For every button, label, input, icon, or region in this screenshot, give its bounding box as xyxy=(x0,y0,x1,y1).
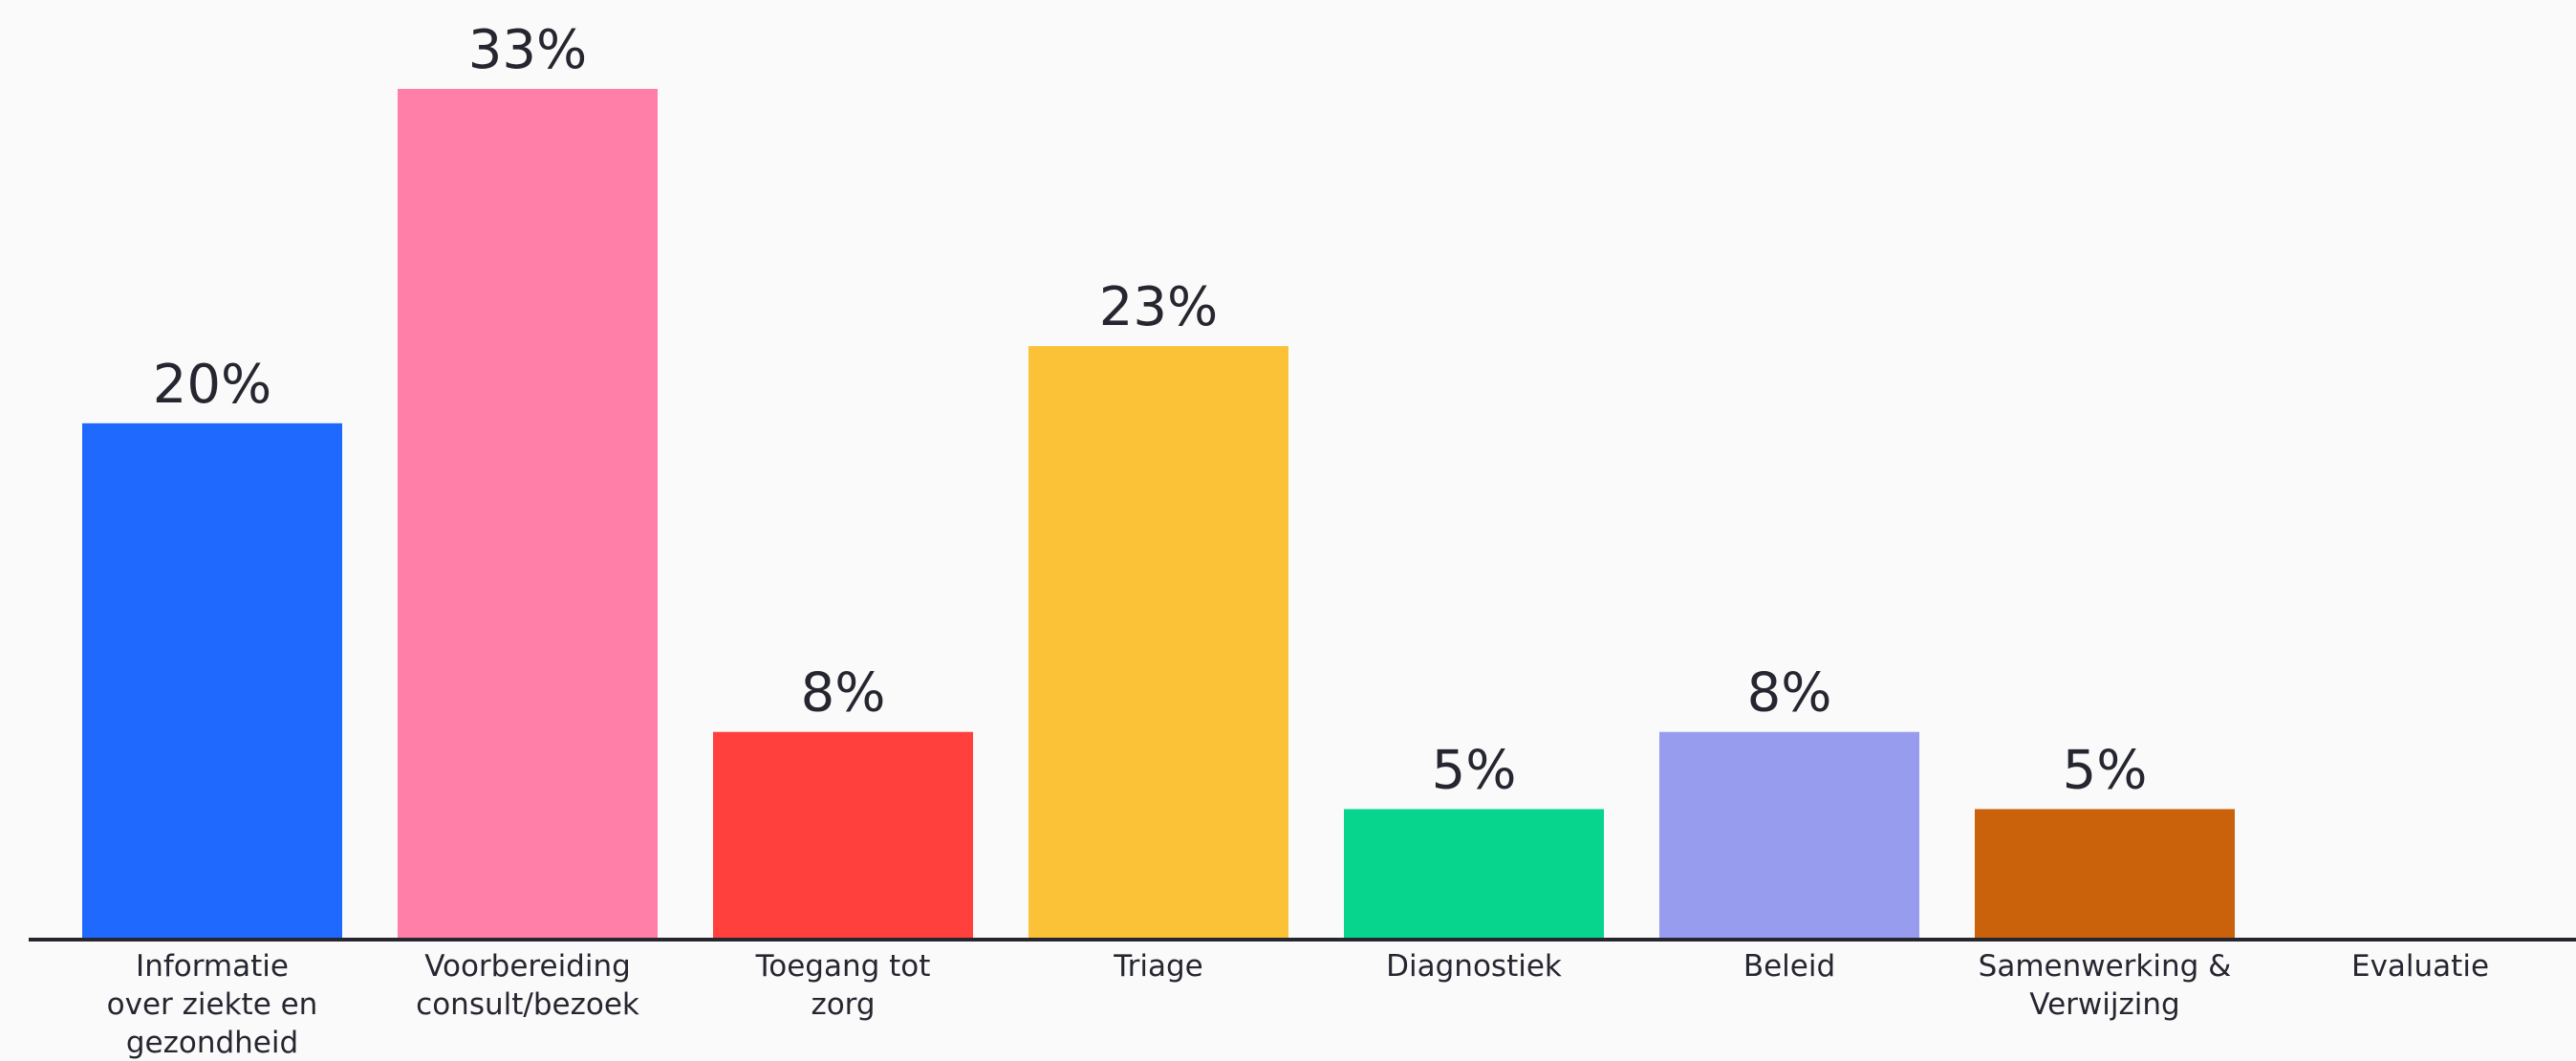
bar-0 xyxy=(82,422,342,938)
bar-6 xyxy=(1975,809,2235,938)
x-tick-label-line: Verwijzing xyxy=(2029,987,2179,1022)
bars-group xyxy=(82,89,2235,938)
value-label-2: 8% xyxy=(801,662,886,725)
x-tick-label-4: Diagnostiek xyxy=(1386,949,1562,984)
x-tick-label-5: Beleid xyxy=(1743,949,1835,984)
bar-5 xyxy=(1659,731,1919,938)
bar-2 xyxy=(713,731,973,938)
x-tick-label-0: Informatie over ziekte en gezondheid xyxy=(107,949,318,1060)
x-tick-label-line: Diagnostiek xyxy=(1386,949,1562,984)
x-tick-label-line: consult/bezoek xyxy=(416,987,639,1022)
x-tick-label-line: Samenwerking & xyxy=(1979,949,2232,984)
value-label-0: 20% xyxy=(153,354,271,416)
x-tick-label-line: Voorbereiding xyxy=(424,949,631,984)
x-tick-label-1: Voorbereiding consult/bezoek xyxy=(416,949,639,1022)
x-tick-label-line: Triage xyxy=(1113,949,1202,984)
x-tick-label-6: Samenwerking & Verwijzing xyxy=(1979,949,2232,1022)
value-label-1: 33% xyxy=(468,19,587,81)
x-tick-label-line: gezondheid xyxy=(126,1026,298,1060)
x-tick-label-line: Evaluatie xyxy=(2351,949,2489,984)
value-label-3: 23% xyxy=(1099,276,1218,338)
value-label-5: 8% xyxy=(1747,662,1832,725)
bar-4 xyxy=(1344,809,1604,938)
bar-3 xyxy=(1028,346,1288,938)
x-tick-label-7: Evaluatie xyxy=(2351,949,2489,984)
x-tick-label-line: Beleid xyxy=(1743,949,1835,984)
value-labels-group: 20% 33% 8% 23% 5% 8% 5% xyxy=(153,19,2148,801)
x-tick-label-line: Toegang tot xyxy=(755,949,931,984)
x-tick-labels-group: Informatie over ziekte en gezondheid Voorbe… xyxy=(107,949,2489,1060)
x-tick-label-line: over ziekte en xyxy=(107,987,318,1022)
x-tick-label-line: zorg xyxy=(811,987,875,1022)
bar-1 xyxy=(398,89,658,938)
x-tick-label-3: Triage xyxy=(1113,949,1202,984)
value-label-4: 5% xyxy=(1432,739,1517,801)
value-label-6: 5% xyxy=(2063,739,2148,801)
x-tick-label-line: Informatie xyxy=(136,949,289,984)
x-tick-label-2: Toegang tot zorg xyxy=(755,949,931,1022)
